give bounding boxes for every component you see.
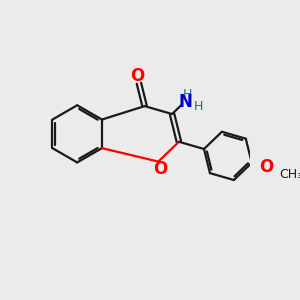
Text: O: O [153, 160, 167, 178]
Text: H: H [194, 100, 203, 113]
Text: N: N [179, 93, 193, 111]
Text: O: O [130, 68, 144, 85]
Text: O: O [259, 158, 273, 176]
Text: CH₃: CH₃ [279, 167, 300, 181]
Text: H: H [182, 88, 192, 101]
